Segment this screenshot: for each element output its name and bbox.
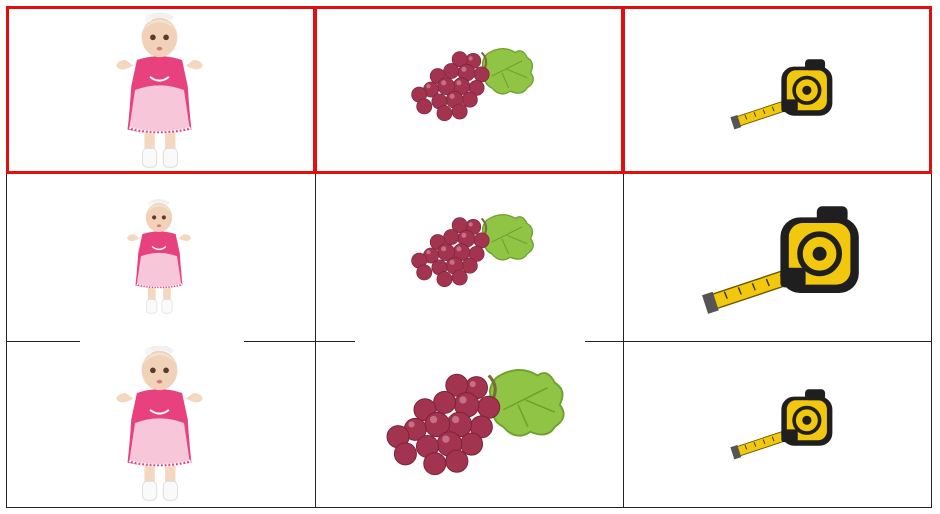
grid-cell-r3c2[interactable] [315,342,623,508]
tape-measure-icon [702,195,870,321]
tape-measure-icon [730,382,840,464]
doll-icon [124,198,194,316]
grid-cell-r1c3[interactable] [623,6,932,173]
grapes-icon [404,37,539,132]
grid-cell-r2c2[interactable] [315,173,623,342]
image-grid [6,6,932,508]
grid-cell-r3c1[interactable] [6,342,315,508]
grapes-icon [404,203,539,298]
grid-cell-r3c3[interactable] [623,342,932,508]
grapes-icon [376,352,572,492]
doll-icon [107,344,212,504]
grid-cell-r2c1[interactable] [6,173,315,342]
image-background [80,340,244,346]
grid-cell-r1c1[interactable] [6,6,315,173]
doll-icon [107,11,212,171]
tape-measure-icon [730,52,840,134]
grid-cell-r2c3[interactable] [623,173,932,342]
image-background [355,340,585,346]
grid-cell-r1c2[interactable] [315,6,623,173]
